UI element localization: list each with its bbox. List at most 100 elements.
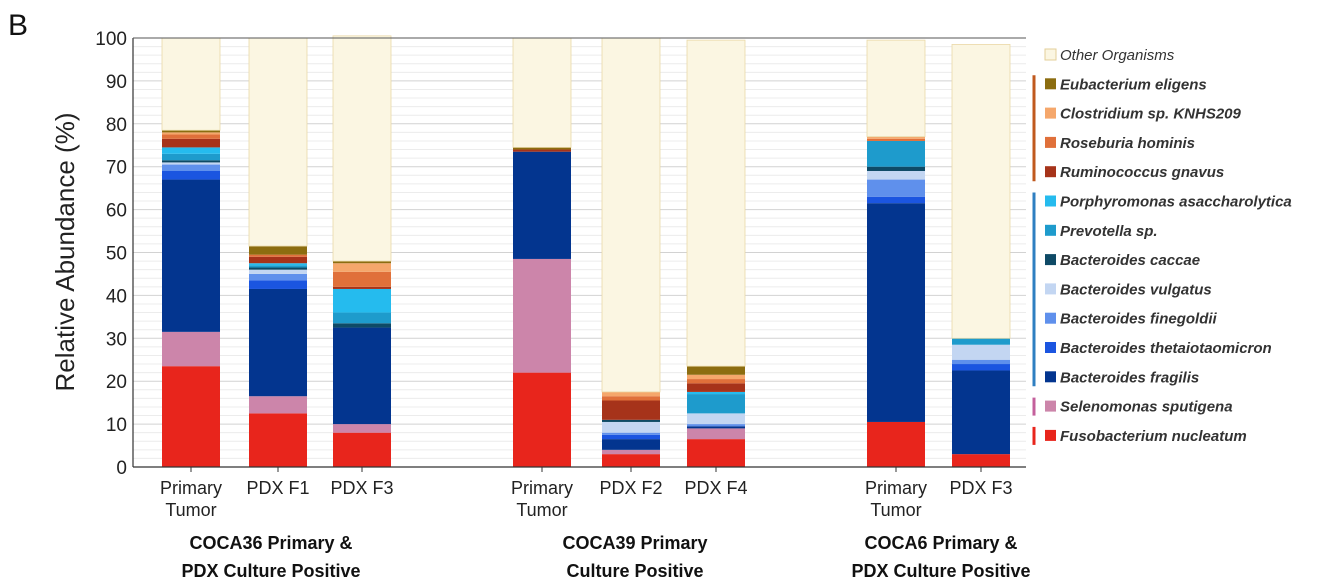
legend-swatch xyxy=(1045,166,1056,178)
legend-label: Fusobacterium nucleatum xyxy=(1060,428,1247,445)
bar-segment-ruminococcus-gnavus xyxy=(249,256,307,264)
x-tick-label: PDX F4 xyxy=(684,478,747,498)
bar-segment-eubacterium-eligens xyxy=(162,130,220,133)
bar-segment-bacteroides-fragilis xyxy=(513,151,571,259)
x-tick-label: PDX F1 xyxy=(246,478,309,498)
y-tick-label: 40 xyxy=(106,286,127,307)
bar-segment-bacteroides-thetaiotaomicron xyxy=(249,280,307,289)
legend-label: Porphyromonas asaccharolytica xyxy=(1060,194,1292,211)
legend-swatch xyxy=(1045,78,1056,90)
bar-segment-selenomonas-sputigena xyxy=(513,258,571,373)
bar-segment-bacteroides-thetaiotaomicron xyxy=(867,196,925,204)
bar-segment-other-organisms xyxy=(161,37,221,131)
bar-segment-other-organisms xyxy=(866,39,926,138)
bar-segment-fusobacterium-nucleatum xyxy=(952,454,1010,467)
bar-segment-bacteroides-caccae xyxy=(249,267,307,270)
bar-segment-ruminococcus-gnavus xyxy=(687,383,745,392)
bar-segment-prevotella-sp xyxy=(249,265,307,268)
group-label-line2: Culture Positive xyxy=(566,561,703,581)
y-tick-label: 20 xyxy=(106,372,127,393)
legend-swatch xyxy=(1045,107,1056,119)
bar-segment-ruminococcus-gnavus xyxy=(513,149,571,152)
bar-segment-clostridium-sp-knhs209 xyxy=(162,132,220,135)
bar-segment-fusobacterium-nucleatum xyxy=(249,413,307,467)
bar-segment-fusobacterium-nucleatum xyxy=(602,454,660,467)
bar-segment-bacteroides-finegoldii xyxy=(952,359,1010,365)
legend-label: Bacteroides fragilis xyxy=(1060,369,1199,386)
bar-segment-bacteroides-vulgatus xyxy=(687,413,745,425)
bar-segment-selenomonas-sputigena xyxy=(687,428,745,440)
legend: Other Organisms Eubacterium eligens Clostr… xyxy=(1032,47,1292,445)
bar-segment-roseburia-hominis xyxy=(602,396,660,401)
group-label-line2: PDX Culture Positive xyxy=(851,561,1030,581)
x-tick-label-line2: Tumor xyxy=(516,500,567,520)
bar-segment-porphyromonas-asaccharolytica xyxy=(333,288,391,313)
bar-segment-bacteroides-finegoldii xyxy=(249,273,307,281)
x-tick-label-line2: Tumor xyxy=(165,500,216,520)
bar-segment-fusobacterium-nucleatum xyxy=(513,372,571,467)
bar-segment-ruminococcus-gnavus xyxy=(333,286,391,289)
group-label: COCA36 Primary & xyxy=(189,533,352,553)
legend-swatch xyxy=(1044,48,1057,61)
bar-segment-roseburia-hominis xyxy=(687,379,745,384)
bar-segment-roseburia-hominis xyxy=(867,138,925,141)
y-tick-label: 30 xyxy=(106,329,127,350)
bar-segment-eubacterium-eligens xyxy=(249,246,307,255)
bar-segment-fusobacterium-nucleatum xyxy=(333,432,391,467)
bar-segment-other-organisms xyxy=(686,39,746,367)
legend-label: Roseburia hominis xyxy=(1060,135,1195,152)
bar-segment-bacteroides-finegoldii xyxy=(687,424,745,427)
bar-segment-clostridium-sp-knhs209 xyxy=(867,136,925,139)
bar-segment-selenomonas-sputigena xyxy=(602,449,660,455)
bar-segment-ruminococcus-gnavus xyxy=(162,138,220,148)
bar-segment-roseburia-hominis xyxy=(249,254,307,257)
legend-label: Bacteroides vulgatus xyxy=(1060,281,1212,298)
bar-segment-bacteroides-thetaiotaomicron xyxy=(162,170,220,180)
bar-segment-bacteroides-vulgatus xyxy=(162,162,220,165)
x-tick-label: Primary xyxy=(511,478,573,498)
legend-swatch xyxy=(1045,136,1056,148)
bar-segment-prevotella-sp xyxy=(687,394,745,414)
bar-segment-porphyromonas-asaccharolytica xyxy=(162,147,220,154)
legend-swatch xyxy=(1045,254,1056,266)
bar-segment-other-organisms xyxy=(512,37,572,148)
bar-segment-eubacterium-eligens xyxy=(687,366,745,375)
legend-label: Clostridium sp. KNHS209 xyxy=(1060,106,1242,123)
group-label: COCA6 Primary & xyxy=(864,533,1017,553)
bar-segment-bacteroides-fragilis xyxy=(952,370,1010,455)
bar-segment-bacteroides-fragilis xyxy=(602,439,660,450)
x-tick-label: PDX F3 xyxy=(330,478,393,498)
x-tick-label: PDX F3 xyxy=(949,478,1012,498)
legend-label: Prevotella sp. xyxy=(1060,223,1158,240)
bar-segment-bacteroides-vulgatus xyxy=(602,421,660,433)
bar-segment-clostridium-sp-knhs209 xyxy=(602,391,660,397)
legend-swatch xyxy=(1045,371,1056,383)
bar-segment-bacteroides-vulgatus xyxy=(867,170,925,180)
bar-segment-fusobacterium-nucleatum xyxy=(867,421,925,467)
legend-swatch xyxy=(1045,342,1056,353)
bar-segment-ruminococcus-gnavus xyxy=(602,400,660,420)
bar-segment-eubacterium-eligens xyxy=(333,261,391,264)
bar-segment-prevotella-sp xyxy=(162,153,220,161)
bar-segment-bacteroides-fragilis xyxy=(162,179,220,332)
bar-segment-bacteroides-vulgatus xyxy=(952,344,1010,360)
x-tick-label: Primary xyxy=(865,478,927,498)
y-tick-label: 60 xyxy=(106,201,127,222)
legend-label: Bacteroides thetaiotaomicron xyxy=(1060,340,1272,357)
bars xyxy=(161,35,1011,467)
x-tick-label-line2: Tumor xyxy=(870,500,921,520)
bar-segment-bacteroides-thetaiotaomicron xyxy=(602,434,660,440)
bar-segment-bacteroides-caccae xyxy=(867,166,925,171)
legend-label: Other Organisms xyxy=(1060,47,1175,64)
bar-segment-bacteroides-vulgatus xyxy=(249,269,307,274)
bar-segment-other-organisms xyxy=(601,37,661,393)
bar-segment-roseburia-hominis xyxy=(162,134,220,139)
legend-swatch xyxy=(1045,400,1056,412)
y-tick-label: 80 xyxy=(106,115,127,136)
legend-label: Bacteroides caccae xyxy=(1060,252,1200,269)
bar-segment-bacteroides-caccae xyxy=(333,323,391,328)
x-tick-label: Primary xyxy=(160,478,222,498)
bar-segment-selenomonas-sputigena xyxy=(333,424,391,433)
